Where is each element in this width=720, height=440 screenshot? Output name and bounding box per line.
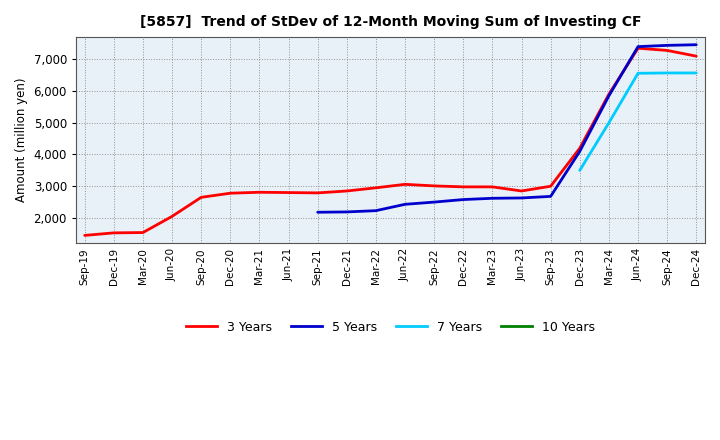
Legend: 3 Years, 5 Years, 7 Years, 10 Years: 3 Years, 5 Years, 7 Years, 10 Years	[181, 315, 600, 338]
3 Years	[546, 183, 555, 189]
7 Years	[692, 70, 701, 76]
5 Years	[692, 42, 701, 48]
7 Years	[575, 168, 584, 173]
Title: [5857]  Trend of StDev of 12-Month Moving Sum of Investing CF: [5857] Trend of StDev of 12-Month Moving…	[140, 15, 642, 29]
7 Years	[634, 71, 642, 76]
3 Years	[692, 54, 701, 59]
5 Years	[605, 93, 613, 99]
5 Years	[546, 194, 555, 199]
3 Years	[401, 182, 410, 187]
3 Years	[226, 191, 235, 196]
5 Years	[401, 202, 410, 207]
3 Years	[430, 183, 438, 189]
5 Years	[488, 196, 497, 201]
Line: 3 Years: 3 Years	[85, 48, 696, 235]
3 Years	[343, 188, 351, 194]
3 Years	[255, 190, 264, 195]
5 Years	[575, 149, 584, 154]
3 Years	[372, 185, 380, 191]
3 Years	[81, 233, 89, 238]
5 Years	[430, 199, 438, 205]
3 Years	[139, 230, 148, 235]
3 Years	[605, 92, 613, 97]
5 Years	[313, 209, 322, 215]
5 Years	[663, 43, 672, 48]
Line: 5 Years: 5 Years	[318, 45, 696, 212]
5 Years	[343, 209, 351, 215]
5 Years	[372, 208, 380, 213]
3 Years	[197, 194, 205, 200]
7 Years	[663, 70, 672, 76]
Y-axis label: Amount (million yen): Amount (million yen)	[15, 78, 28, 202]
3 Years	[634, 46, 642, 51]
3 Years	[459, 184, 467, 190]
5 Years	[459, 197, 467, 202]
5 Years	[634, 44, 642, 49]
3 Years	[663, 48, 672, 53]
3 Years	[168, 214, 176, 219]
3 Years	[517, 188, 526, 194]
3 Years	[313, 190, 322, 195]
3 Years	[284, 190, 293, 195]
Line: 7 Years: 7 Years	[580, 73, 696, 170]
3 Years	[575, 146, 584, 151]
7 Years	[605, 120, 613, 125]
5 Years	[517, 195, 526, 201]
3 Years	[488, 184, 497, 190]
3 Years	[109, 230, 118, 235]
